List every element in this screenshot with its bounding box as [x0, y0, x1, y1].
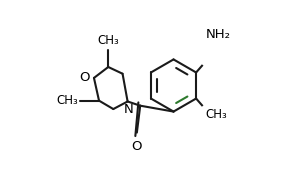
Text: NH₂: NH₂ — [206, 28, 231, 41]
Text: CH₃: CH₃ — [206, 108, 228, 121]
Text: O: O — [79, 71, 90, 84]
Text: CH₃: CH₃ — [56, 94, 78, 107]
Text: CH₃: CH₃ — [97, 34, 119, 47]
Text: O: O — [132, 140, 142, 153]
Text: N: N — [123, 103, 133, 116]
